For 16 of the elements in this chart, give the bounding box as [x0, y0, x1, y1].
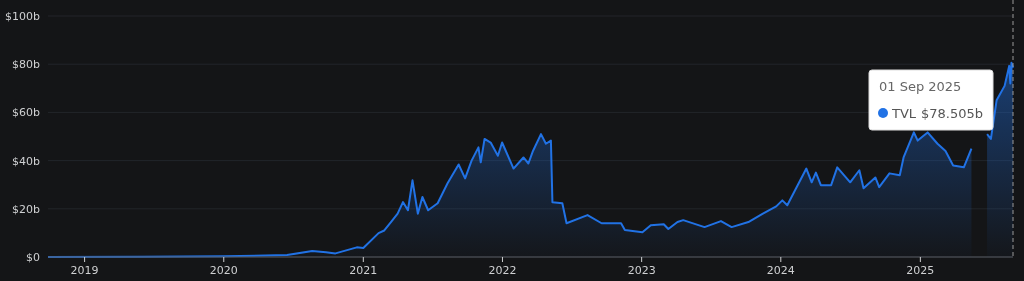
x-tick-label: 2022 — [488, 264, 517, 277]
legend-label: TVL — [891, 106, 917, 121]
x-tick-label: 2023 — [627, 264, 656, 277]
y-tick-label: $100b — [5, 10, 41, 23]
x-tick-label: 2019 — [70, 264, 99, 277]
y-tick-label: $60b — [12, 106, 41, 120]
y-tick-label: $20b — [12, 202, 41, 216]
x-tick-label: 2020 — [209, 264, 238, 277]
annotation: 01 Sep 2025 — [879, 79, 962, 94]
x-tick-label: 2025 — [906, 264, 935, 277]
y-tick-label: $0 — [26, 251, 40, 264]
x-tick-label: 2021 — [349, 264, 378, 277]
annotation: $78.505b — [920, 106, 983, 121]
y-tick-label: $80b — [12, 58, 41, 72]
y-tick-label: $40b — [12, 154, 41, 168]
x-tick-label: 2024 — [766, 264, 795, 277]
